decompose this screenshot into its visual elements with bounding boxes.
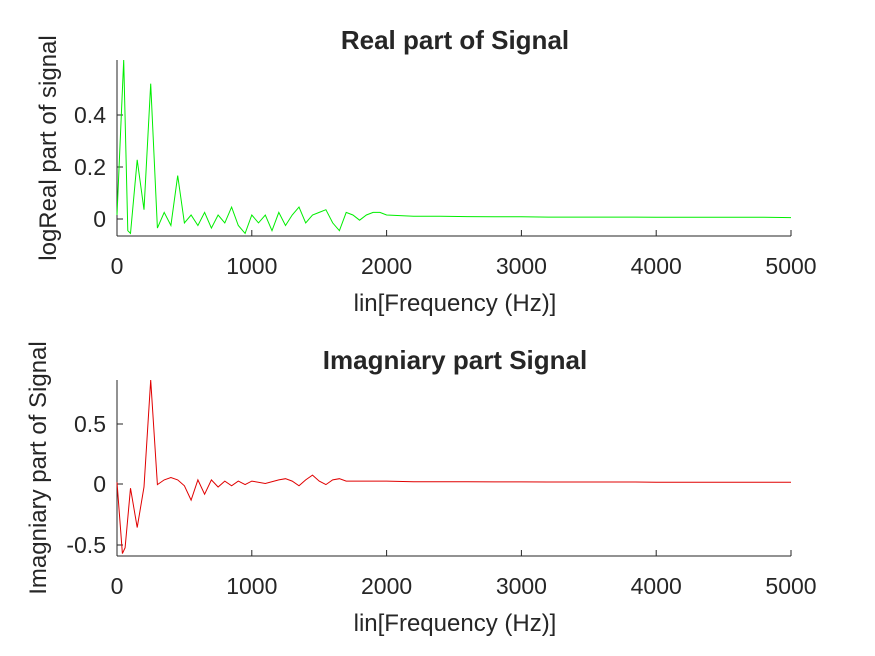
plot2-xtick-label: 1000 [226,573,277,599]
plot2-ylabel: Imagniary part of Signal [25,341,52,594]
plot1-axes [116,60,791,237]
plot2-axes [116,380,791,557]
plot1-yticks: 0 0.2 0.4 [74,102,123,232]
real-part-plot: Real part of Signal logReal part of sign… [35,25,817,317]
plot1-ytick-label: 0.2 [74,154,106,180]
plot1-ytick-label: 0.4 [74,102,106,128]
plot1-xtick-label: 3000 [496,253,547,279]
plot2-xticks: 0 1000 2000 3000 4000 5000 [111,550,817,599]
plot1-ylabel: logReal part of signal [35,35,62,260]
plot1-title: Real part of Signal [341,25,569,55]
plot2-yticks: -0.5 0 0.5 [66,411,123,558]
plot2-xtick-label: 5000 [765,573,816,599]
plot2-title: Imagniary part Signal [323,345,587,375]
plot1-xtick-label: 5000 [765,253,816,279]
plot2-xtick-label: 3000 [496,573,547,599]
plot1-xlabel: lin[Frequency (Hz)] [354,290,557,317]
plot2-ytick-label: 0.5 [74,411,106,437]
plot1-series-line [116,59,792,235]
plot1-xtick-label: 4000 [631,253,682,279]
plot2-ytick-label: 0 [93,471,106,497]
plot2-ytick-label: -0.5 [66,532,106,558]
plot2-xtick-label: 4000 [631,573,682,599]
plot2-xlabel: lin[Frequency (Hz)] [354,610,557,637]
plot1-xtick-label: 0 [111,253,124,279]
plot1-xtick-label: 1000 [226,253,277,279]
plot2-series-line [116,379,792,554]
plot1-xtick-label: 2000 [361,253,412,279]
plot2-xtick-label: 0 [111,573,124,599]
plot2-xtick-label: 2000 [361,573,412,599]
plot1-ytick-label: 0 [93,206,106,232]
plot1-xticks: 0 1000 2000 3000 4000 5000 [111,230,817,279]
imaginary-part-plot: Imagniary part Signal Imagniary part of … [25,341,817,637]
